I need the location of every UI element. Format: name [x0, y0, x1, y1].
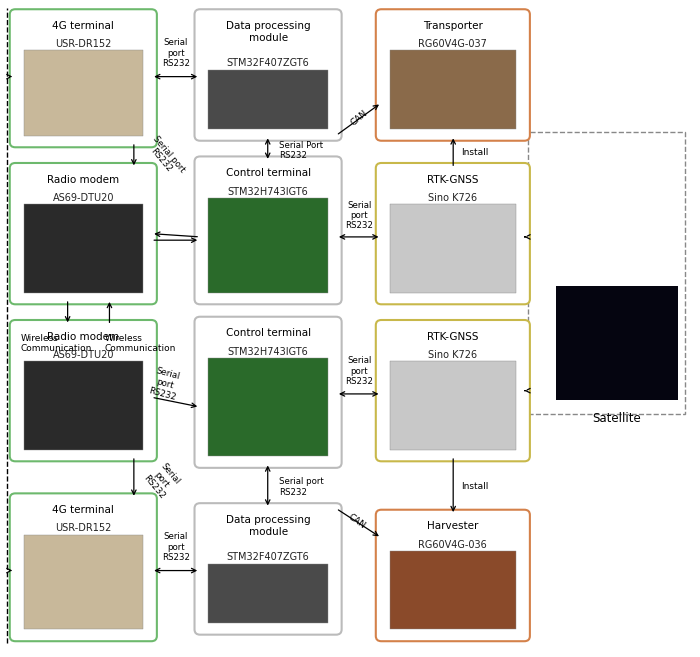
Bar: [24, 361, 143, 449]
Text: Data processing
module: Data processing module: [226, 21, 310, 43]
Bar: [390, 204, 516, 292]
Text: STM32F407ZGT6: STM32F407ZGT6: [227, 552, 309, 562]
Text: Serial
port
RS232: Serial port RS232: [162, 532, 190, 562]
Text: Harvester: Harvester: [427, 522, 479, 532]
Bar: [209, 564, 328, 623]
FancyBboxPatch shape: [10, 493, 157, 641]
FancyBboxPatch shape: [10, 320, 157, 461]
FancyBboxPatch shape: [376, 510, 530, 641]
Text: Serial Port
RS232: Serial Port RS232: [279, 141, 323, 160]
Text: 4G terminal: 4G terminal: [52, 21, 114, 31]
Text: Install: Install: [461, 148, 489, 157]
Text: Satellite: Satellite: [592, 412, 641, 425]
Text: STM32F407ZGT6: STM32F407ZGT6: [227, 58, 309, 68]
Bar: [556, 286, 678, 401]
Text: Serial
port
RS232: Serial port RS232: [345, 356, 373, 386]
FancyBboxPatch shape: [10, 163, 157, 304]
FancyBboxPatch shape: [195, 9, 342, 141]
Text: AS69-DTU20: AS69-DTU20: [52, 193, 114, 203]
Text: CAN: CAN: [346, 512, 368, 531]
Text: Serial
port
RS232: Serial port RS232: [162, 38, 190, 68]
Text: STM32H743IGT6: STM32H743IGT6: [228, 187, 309, 196]
Text: Radio modem: Radio modem: [48, 175, 120, 185]
FancyBboxPatch shape: [376, 163, 530, 304]
Bar: [390, 361, 516, 449]
Bar: [209, 358, 328, 456]
Text: Serial
port
RS232: Serial port RS232: [148, 366, 183, 402]
Text: CAN: CAN: [349, 108, 370, 127]
Bar: [209, 70, 328, 129]
FancyBboxPatch shape: [195, 503, 342, 635]
Text: RG60V4G-037: RG60V4G-037: [419, 39, 487, 49]
Text: Serial port
RS232: Serial port RS232: [144, 134, 187, 181]
Bar: [24, 51, 143, 135]
Text: Sino K726: Sino K726: [428, 193, 477, 203]
Text: Install: Install: [461, 482, 489, 491]
Text: Wireless
Communication: Wireless Communication: [104, 334, 176, 353]
Text: Data processing
module: Data processing module: [226, 515, 310, 537]
FancyBboxPatch shape: [195, 156, 342, 304]
Text: 4G terminal: 4G terminal: [52, 505, 114, 515]
Bar: [24, 535, 143, 629]
Text: USR-DR152: USR-DR152: [55, 524, 111, 533]
Text: AS69-DTU20: AS69-DTU20: [52, 350, 114, 360]
Text: RTK-GNSS: RTK-GNSS: [427, 175, 479, 185]
Text: Wireless
Communication: Wireless Communication: [21, 334, 92, 353]
Bar: [390, 551, 516, 629]
FancyBboxPatch shape: [195, 317, 342, 468]
Text: Serial
port
RS232: Serial port RS232: [141, 460, 182, 501]
Text: Control terminal: Control terminal: [225, 328, 311, 338]
Text: RTK-GNSS: RTK-GNSS: [427, 332, 479, 342]
FancyBboxPatch shape: [376, 9, 530, 141]
Bar: [528, 132, 685, 413]
Text: Serial
port
RS232: Serial port RS232: [345, 200, 373, 231]
FancyBboxPatch shape: [376, 320, 530, 461]
Text: RG60V4G-036: RG60V4G-036: [419, 540, 487, 550]
Text: Sino K726: Sino K726: [428, 350, 477, 360]
Bar: [24, 204, 143, 292]
Text: STM32H743IGT6: STM32H743IGT6: [228, 347, 309, 357]
Bar: [390, 51, 516, 129]
Text: USR-DR152: USR-DR152: [55, 39, 111, 49]
FancyBboxPatch shape: [10, 9, 157, 147]
Text: Transporter: Transporter: [423, 21, 483, 31]
Text: Control terminal: Control terminal: [225, 168, 311, 178]
Text: Radio modem: Radio modem: [48, 332, 120, 342]
Bar: [209, 198, 328, 292]
Text: Serial port
RS232: Serial port RS232: [279, 477, 323, 497]
